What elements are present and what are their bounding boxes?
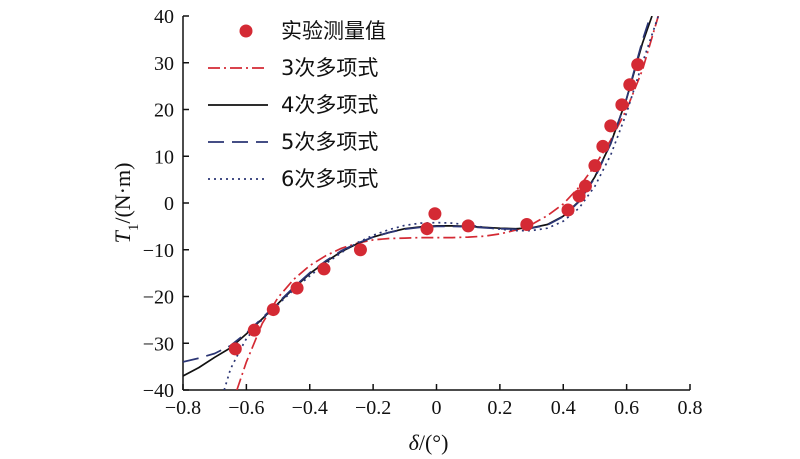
measured-point bbox=[228, 342, 242, 356]
measured-point bbox=[631, 58, 645, 72]
measured-point bbox=[317, 262, 331, 276]
measured-point bbox=[247, 323, 261, 337]
y-axis-subscript: 1 bbox=[126, 224, 142, 232]
x-tick-label: 0.4 bbox=[551, 397, 576, 419]
x-tick-label: −0.6 bbox=[228, 397, 264, 419]
measured-point bbox=[353, 243, 367, 257]
measured-point bbox=[623, 78, 637, 92]
legend-marker-measured bbox=[239, 24, 253, 38]
y-axis-unit: /(N·m) bbox=[110, 163, 135, 224]
measured-point bbox=[596, 139, 610, 153]
x-tick-label: −0.4 bbox=[292, 397, 328, 419]
x-axis-label: δ/(°) bbox=[409, 430, 449, 455]
x-tick-label: 0 bbox=[432, 397, 442, 419]
measured-point bbox=[578, 179, 592, 193]
measured-point bbox=[572, 189, 586, 203]
legend: 实验测量值 3次多项式 4次多项式 5次多项式 6次多项式 bbox=[208, 19, 386, 191]
measured-point bbox=[604, 119, 618, 133]
y-tick-label: 0 bbox=[164, 193, 174, 215]
legend-label: 4次多项式 bbox=[281, 93, 378, 117]
y-axis-symbol: T bbox=[110, 229, 135, 243]
x-tick-label: 0.2 bbox=[487, 397, 512, 419]
y-tick-label: −10 bbox=[143, 240, 174, 262]
y-tick-label: −20 bbox=[143, 287, 174, 309]
measured-point bbox=[615, 98, 629, 112]
y-tick-label: 10 bbox=[154, 146, 174, 168]
measured-point bbox=[461, 219, 475, 233]
y-tick-label: −30 bbox=[143, 333, 174, 355]
x-tick-label: −0.8 bbox=[165, 397, 201, 419]
y-tick-label: 20 bbox=[154, 100, 174, 122]
legend-label: 5次多项式 bbox=[281, 130, 378, 154]
x-tick-label: 0.8 bbox=[678, 397, 703, 419]
measured-point bbox=[428, 207, 442, 221]
x-tick-label: −0.2 bbox=[355, 397, 391, 419]
measured-point bbox=[420, 222, 434, 236]
legend-label: 3次多项式 bbox=[281, 56, 378, 80]
measured-point bbox=[290, 281, 304, 295]
y-axis-label: T1/(N·m) bbox=[110, 163, 142, 244]
measured-point bbox=[266, 303, 280, 317]
legend-label: 实验测量值 bbox=[281, 19, 386, 43]
x-axis-unit: /(°) bbox=[419, 430, 449, 455]
measured-points bbox=[228, 58, 645, 356]
x-tick-label: 0.6 bbox=[614, 397, 639, 419]
measured-point bbox=[588, 159, 602, 173]
ticks: −0.8 −0.6 −0.4 −0.2 0 0.2 0.4 0.6 0.8 −40 −30 −20 −1… bbox=[143, 6, 703, 419]
y-tick-label: 40 bbox=[154, 6, 174, 28]
x-axis-symbol: δ bbox=[409, 430, 420, 455]
measured-point bbox=[561, 203, 575, 217]
y-tick-label: −40 bbox=[143, 380, 174, 402]
measured-point bbox=[520, 218, 534, 232]
y-tick-label: 30 bbox=[154, 53, 174, 75]
series-line-3-order bbox=[236, 16, 660, 390]
legend-label: 6次多项式 bbox=[281, 167, 378, 191]
